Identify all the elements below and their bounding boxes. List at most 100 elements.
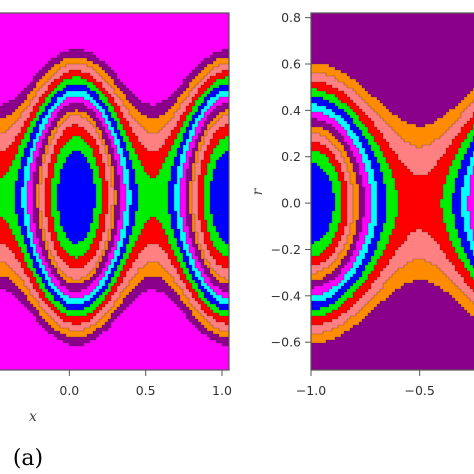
contour-band-cell [39,265,46,269]
contour-band-cell [204,121,211,125]
contour-band-cell [201,256,205,260]
contour-band-cell [54,151,61,155]
contour-band-cell [186,250,190,254]
contour-band-cell [377,97,465,101]
contour-band-cell [99,265,106,269]
contour-band-cell [371,199,378,203]
contour-band-cell [467,232,474,236]
contour-band-cell [48,229,55,233]
contour-band-cell [204,217,214,221]
contour-band-cell [195,280,202,284]
contour-band-cell [216,100,229,104]
contour-band-cell [311,160,330,164]
contour-band-cell [171,148,178,152]
contour-band-cell [195,121,199,125]
contour-band-cell [183,247,190,251]
contour-band-cell [192,70,202,74]
contour-band-cell [195,172,202,176]
contour-band-cell [39,313,49,317]
contour-band-cell [201,313,208,317]
contour-band-cell [195,238,199,242]
contour-band-cell [114,262,121,266]
contour-band-cell [21,199,28,203]
contour-band-cell [365,205,372,209]
contour-band-cell [120,184,127,188]
contour-band-cell [12,268,25,272]
contour-band-cell [108,97,115,101]
contour-band-cell [102,271,106,275]
contour-band-cell [99,118,106,122]
contour-band-cell [57,139,70,143]
contour-band-cell [165,112,175,116]
contour-band-cell [42,112,49,116]
contour-band-cell [335,232,345,236]
contour-band-cell [353,214,360,218]
contour-band-cell [114,217,121,221]
contour-band-cell [311,313,327,317]
contour-band-cell [198,115,205,119]
contour-band-cell [404,265,438,269]
contour-band-cell [0,289,7,293]
contour-band-cell [87,58,100,62]
contour-band-cell [356,178,363,182]
contour-band-cell [102,157,109,161]
contour-band-cell [168,238,178,242]
contour-band-cell [467,253,474,257]
contour-band-cell [24,238,31,242]
contour-band-cell [132,166,145,170]
contour-band-cell [434,166,450,170]
contour-band-cell [443,217,456,221]
contour-band-cell [198,91,205,95]
contour-band-cell [42,262,49,266]
contour-band-cell [353,196,360,200]
contour-band-cell [383,172,393,176]
contour-band-cell [18,241,25,245]
contour-band-cell [120,199,127,203]
contour-band-cell [347,166,354,170]
contour-band-cell [174,160,181,164]
contour-band-cell [96,199,103,203]
contour-band-cell [54,247,64,251]
contour-band-cell [219,280,229,284]
contour-band-cell [135,106,172,110]
contour-band-cell [332,187,342,191]
contour-band-cell [347,187,354,191]
contour-band-cell [144,277,163,281]
contour-band-cell [311,70,342,74]
contour-band-cell [189,160,196,164]
contour-band-cell [102,184,109,188]
contour-band-cell [371,94,468,98]
contour-band-cell [204,136,214,140]
contour-band-cell [171,172,178,176]
contour-band-cell [467,166,474,170]
contour-band-cell [36,184,40,188]
contour-band-cell [81,115,91,119]
contour-band-cell [377,112,393,116]
contour-band-cell [180,193,187,197]
contour-band-cell [464,223,471,227]
contour-band-cell [36,271,43,275]
contour-band-cell [0,25,229,29]
contour-band-cell [18,169,25,173]
contour-band-cell [129,241,136,245]
contour-band-cell [201,148,208,152]
contour-band-cell [6,115,22,119]
contour-band-cell [204,100,208,104]
contour-band-cell [120,259,127,263]
contour-band-cell [398,190,444,194]
contour-band-cell [108,109,115,113]
contour-band-cell [51,196,58,200]
contour-band-cell [60,316,94,320]
contour-band-cell [332,328,351,332]
contour-band-cell [0,79,34,83]
contour-band-cell [443,289,462,293]
contour-band-cell [63,88,91,92]
contour-band-cell [102,199,109,203]
contour-band-cell [45,193,52,197]
contour-band-cell [449,232,459,236]
contour-band-cell [171,223,178,227]
contour-band-cell [374,295,390,299]
contour-band-cell [347,235,354,239]
contour-band-cell [27,85,37,89]
contour-band-cell [75,256,79,260]
